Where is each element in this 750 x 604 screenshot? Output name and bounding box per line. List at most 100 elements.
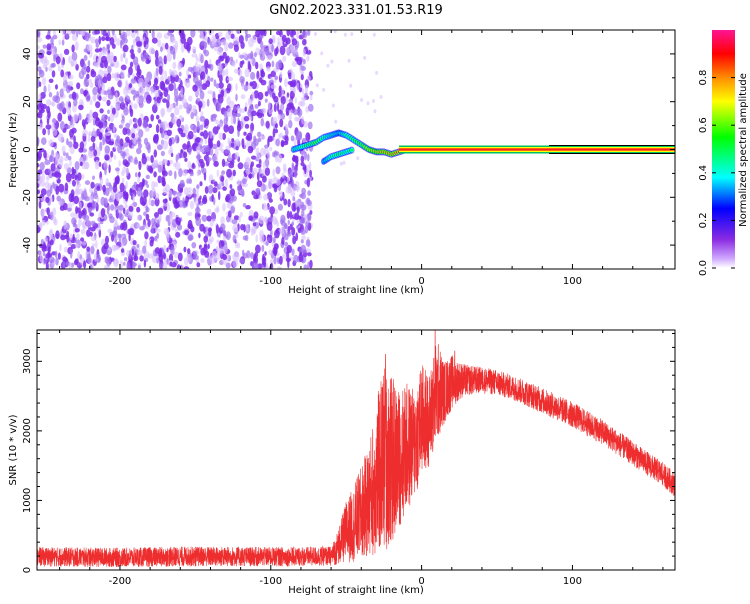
noise-speckle <box>141 178 145 186</box>
noise-speckle <box>291 221 294 226</box>
noise-speckle <box>239 211 243 218</box>
noise-speckle <box>281 172 285 179</box>
noise-speckle <box>286 231 292 237</box>
noise-speckle <box>200 258 205 264</box>
noise-speckle <box>217 93 221 99</box>
noise-speckle <box>167 220 171 227</box>
noise-speckle <box>72 168 76 175</box>
noise-speckle <box>122 221 128 231</box>
noise-speckle <box>304 84 309 94</box>
noise-speckle <box>177 77 182 83</box>
noise-speckle <box>256 131 262 138</box>
noise-speckle <box>255 244 261 254</box>
noise-speckle <box>37 137 40 147</box>
noise-speckle <box>100 30 104 36</box>
noise-speckle <box>160 75 165 83</box>
noise-speckle <box>279 191 283 199</box>
noise-speckle <box>259 63 263 71</box>
noise-speckle <box>128 249 132 260</box>
noise-speckle <box>45 175 50 181</box>
noise-speckle <box>150 114 154 122</box>
noise-speckle <box>230 142 235 148</box>
noise-speckle <box>64 156 69 162</box>
noise-speckle <box>186 107 191 114</box>
noise-speckle <box>211 143 218 150</box>
noise-speckle <box>128 119 133 125</box>
noise-speckle <box>120 39 123 49</box>
noise-speckle <box>70 62 74 67</box>
noise-speckle <box>123 261 126 266</box>
noise-speckle <box>261 135 266 140</box>
noise-speckle <box>54 95 61 104</box>
noise-speckle <box>207 243 210 250</box>
noise-speckle <box>55 185 60 195</box>
noise-speckle <box>69 159 72 167</box>
noise-speckle <box>130 89 137 95</box>
noise-speckle <box>182 57 185 65</box>
noise-speckle <box>65 84 71 94</box>
noise-speckle <box>288 108 293 116</box>
noise-speckle <box>105 90 108 98</box>
noise-speckle <box>231 138 235 143</box>
noise-speckle <box>51 70 56 78</box>
y-tick-label: 0 <box>22 567 33 573</box>
noise-speckle <box>167 94 171 102</box>
noise-speckle <box>111 72 115 79</box>
noise-speckle <box>153 171 157 178</box>
noise-speckle <box>307 252 312 257</box>
noise-speckle <box>93 192 99 200</box>
noise-speckle <box>178 83 181 92</box>
noise-speckle <box>241 84 245 90</box>
noise-speckle <box>54 171 60 178</box>
noise-speckle <box>90 220 96 226</box>
noise-speckle <box>104 256 110 261</box>
noise-speckle <box>92 86 98 96</box>
noise-speckle <box>138 171 141 178</box>
noise-speckle <box>278 91 282 98</box>
noise-speckle <box>179 179 185 188</box>
noise-speckle <box>61 30 65 36</box>
noise-speckle <box>220 176 225 182</box>
noise-speckle <box>290 135 295 142</box>
noise-speckle <box>262 257 266 262</box>
noise-speckle <box>297 108 303 118</box>
noise-speckle <box>103 70 108 75</box>
colorbar: 0.0 0.2 0.4 0.6 0.8 Normalized spectral ampl… <box>698 30 749 276</box>
noise-speckle <box>217 62 223 72</box>
noise-speckle <box>211 113 218 119</box>
noise-speckle <box>136 126 140 132</box>
noise-speckle <box>314 32 317 36</box>
noise-speckle <box>306 75 311 81</box>
noise-speckle <box>54 250 58 258</box>
noise-speckle <box>187 161 192 169</box>
noise-speckle <box>59 88 64 98</box>
noise-speckle <box>56 154 59 163</box>
noise-speckle <box>302 48 306 57</box>
noise-speckle <box>184 157 188 162</box>
noise-speckle <box>195 61 198 68</box>
noise-speckle <box>170 211 176 218</box>
noise-speckle <box>166 99 170 109</box>
noise-speckle <box>260 40 264 50</box>
noise-speckle <box>230 206 235 214</box>
noise-speckle <box>58 39 61 46</box>
noise-speckle <box>139 99 143 106</box>
noise-speckle <box>142 245 147 254</box>
noise-speckle <box>309 210 313 215</box>
noise-speckle <box>174 40 179 51</box>
noise-speckle <box>203 226 206 234</box>
snr-x-ticks: -200 -100 0 100 <box>59 330 664 587</box>
noise-speckle <box>217 31 223 37</box>
noise-speckle <box>47 246 51 255</box>
noise-speckle <box>307 30 311 36</box>
noise-speckle <box>238 215 241 223</box>
noise-speckle <box>280 95 286 105</box>
noise-speckle <box>189 200 195 210</box>
noise-speckle <box>37 45 40 50</box>
noise-speckle <box>193 251 198 257</box>
noise-speckle <box>52 182 55 189</box>
noise-speckle <box>57 133 64 143</box>
noise-speckle <box>80 237 85 242</box>
